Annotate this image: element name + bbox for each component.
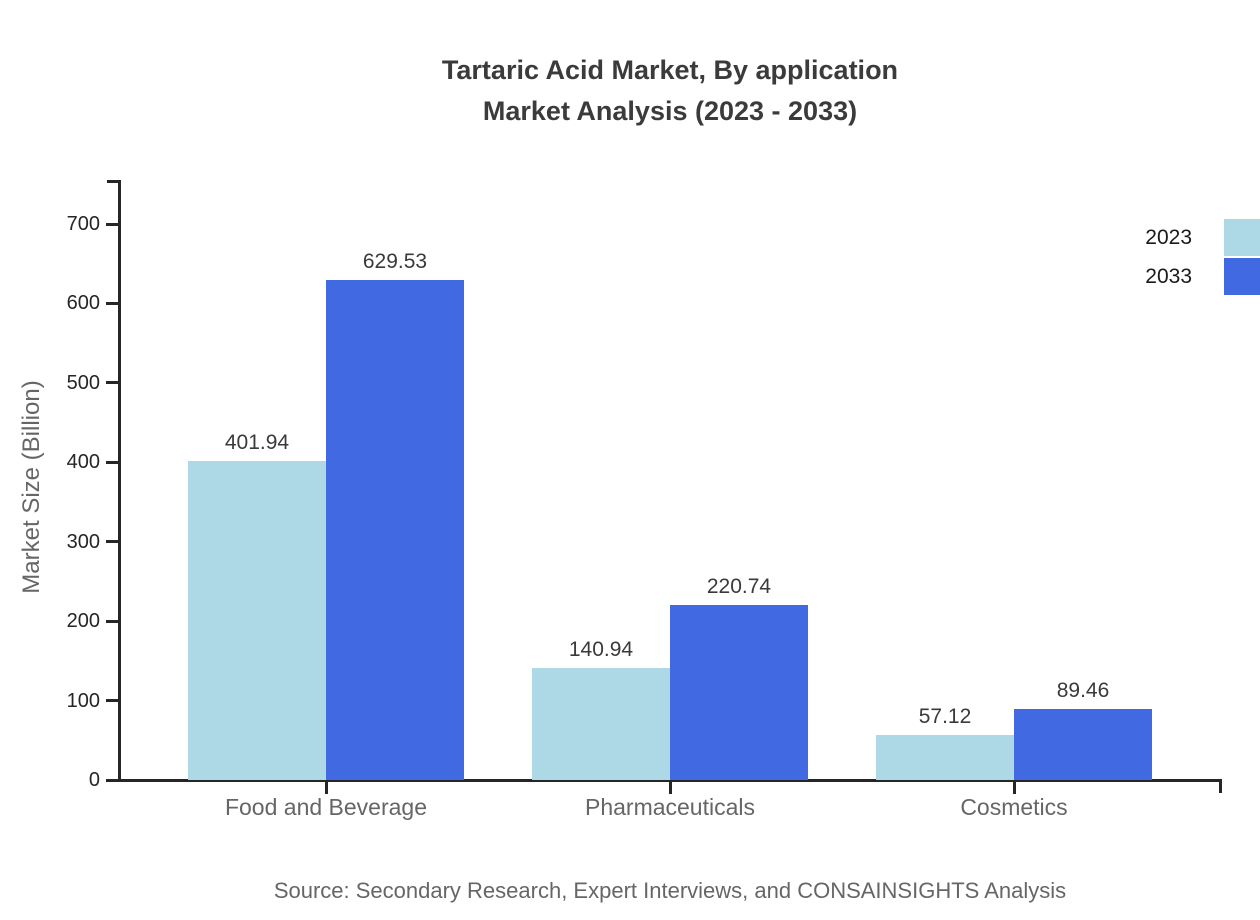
y-tick <box>106 381 118 385</box>
y-tick-label: 300 <box>66 530 100 553</box>
x-axis-category-label: Food and Beverage <box>224 794 428 820</box>
bar <box>876 734 1014 780</box>
legend-item: 2023 <box>1145 219 1260 256</box>
bar <box>670 604 808 780</box>
bar-value-label: 140.94 <box>568 638 634 662</box>
legend-label: 2033 <box>1145 264 1192 288</box>
y-tick <box>106 222 118 226</box>
bar <box>532 668 670 780</box>
y-axis-title: Market Size (Billion) <box>18 380 45 594</box>
legend-swatch <box>1224 258 1260 295</box>
y-tick <box>106 619 118 623</box>
legend: 2023 2033 <box>1145 219 1260 295</box>
y-tick-label: 600 <box>66 292 100 315</box>
x-axis-end-tick <box>1219 779 1222 793</box>
bar-value-label: 401.94 <box>224 430 290 454</box>
bar <box>326 280 464 780</box>
y-tick <box>106 540 118 544</box>
y-tick <box>106 699 118 703</box>
chart-title: Tartaric Acid Market, By application <box>441 55 899 85</box>
x-tick <box>1013 782 1016 794</box>
bar-value-label: 220.74 <box>706 574 772 598</box>
x-axis-line <box>118 779 1222 782</box>
y-tick <box>106 301 118 305</box>
x-tick <box>325 782 328 794</box>
x-axis-category-label: Pharmaceuticals <box>584 794 756 820</box>
y-tick <box>106 778 118 782</box>
legend-item: 2033 <box>1145 258 1260 295</box>
bar-value-label: 629.53 <box>362 250 428 273</box>
y-tick-label: 400 <box>66 451 100 474</box>
bar-value-label: 89.46 <box>1056 678 1110 702</box>
chart-title-block: Tartaric Acid Market, By application Mar… <box>120 50 1220 132</box>
legend-swatch <box>1224 219 1260 256</box>
bar <box>188 460 326 780</box>
y-tick-label: 700 <box>66 213 100 235</box>
x-axis-category-label: Cosmetics <box>960 794 1068 820</box>
y-tick-label: 0 <box>88 769 100 791</box>
y-tick-label: 100 <box>66 689 100 712</box>
y-tick-label: 500 <box>66 371 100 394</box>
y-axis-end-tick <box>107 180 118 183</box>
y-axis-line <box>118 180 121 782</box>
source-note: Source: Secondary Research, Expert Inter… <box>273 878 1067 903</box>
y-tick <box>106 460 118 464</box>
chart-subtitle: Market Analysis (2023 - 2033) <box>482 96 858 126</box>
x-tick <box>669 782 672 794</box>
legend-label: 2023 <box>1145 225 1192 249</box>
bar-value-label: 57.12 <box>918 704 972 728</box>
bar <box>1014 708 1152 780</box>
y-tick-label: 200 <box>66 610 100 633</box>
